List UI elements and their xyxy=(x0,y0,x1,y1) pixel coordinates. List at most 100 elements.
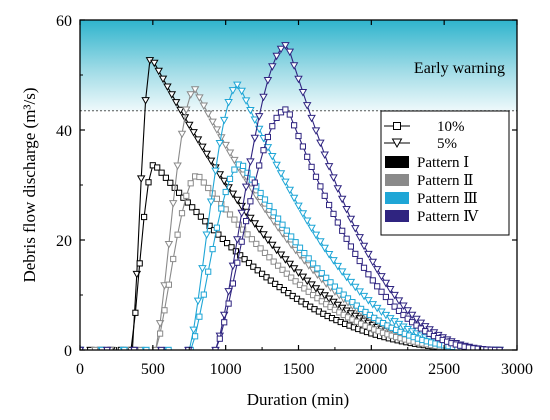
data-point xyxy=(157,330,164,337)
data-point xyxy=(190,86,200,94)
data-point xyxy=(145,179,152,186)
data-point xyxy=(318,270,325,277)
data-point xyxy=(198,265,207,273)
data-point xyxy=(197,213,205,220)
data-point xyxy=(225,300,232,307)
data-point xyxy=(202,218,209,225)
data-point xyxy=(292,239,299,246)
data-point xyxy=(231,216,238,223)
data-point xyxy=(173,162,182,171)
legend-item-pattern-3: Pattern Ⅲ xyxy=(385,191,478,207)
data-point xyxy=(136,260,143,267)
data-point xyxy=(241,97,251,105)
data-point xyxy=(295,132,302,140)
data-point xyxy=(212,126,222,134)
data-point xyxy=(234,259,241,266)
data-point xyxy=(245,259,253,267)
data-point xyxy=(215,171,225,179)
data-point xyxy=(226,211,234,218)
legend-item-pattern-2: Pattern Ⅱ xyxy=(385,173,473,189)
data-point xyxy=(326,201,333,209)
data-point xyxy=(171,99,181,107)
data-point xyxy=(276,45,286,54)
data-point xyxy=(196,173,203,181)
legend-label-5pct: 5% xyxy=(437,136,457,152)
data-point xyxy=(132,309,139,316)
data-point xyxy=(368,301,378,309)
legend-swatch-pattern-3 xyxy=(385,192,409,204)
data-point xyxy=(355,288,364,296)
data-point xyxy=(286,111,293,118)
data-point xyxy=(364,250,373,259)
data-point xyxy=(296,244,304,251)
data-point xyxy=(209,246,216,253)
data-point xyxy=(301,285,308,292)
data-point xyxy=(343,235,350,242)
data-point xyxy=(279,221,286,228)
data-point xyxy=(386,286,395,294)
data-point xyxy=(285,186,295,195)
data-point xyxy=(310,292,317,299)
x-tick-label: 2000 xyxy=(355,361,387,378)
data-point xyxy=(193,297,203,306)
data-point xyxy=(250,263,257,270)
data-point xyxy=(229,280,237,287)
legend-label-pattern-4: Pattern Ⅳ xyxy=(417,209,479,225)
data-point xyxy=(183,192,190,199)
data-point xyxy=(211,167,220,176)
data-point xyxy=(226,175,234,183)
legend-swatch-pattern-1 xyxy=(385,156,409,168)
data-point xyxy=(302,102,312,110)
data-point xyxy=(346,215,356,224)
x-tick-label: 0 xyxy=(76,361,84,378)
data-point xyxy=(329,174,338,182)
data-point xyxy=(327,279,334,286)
data-point xyxy=(263,274,270,281)
data-point xyxy=(189,326,198,335)
data-point xyxy=(352,250,359,258)
data-point xyxy=(150,59,159,68)
data-point xyxy=(251,179,258,186)
data-point xyxy=(241,183,251,192)
legend-swatch-pattern-4 xyxy=(385,210,409,222)
data-point xyxy=(377,273,386,281)
data-point xyxy=(276,170,286,178)
x-tick-label: 2500 xyxy=(428,361,460,378)
data-point xyxy=(337,195,347,204)
data-point xyxy=(382,293,389,301)
axis-ticks: 0 500 1000 1500 2000 2500 3000 0 20 40 60 xyxy=(56,13,533,378)
x-tick-label: 1000 xyxy=(210,361,242,378)
data-point xyxy=(270,209,277,216)
data-point xyxy=(228,190,238,199)
data-point xyxy=(261,196,269,203)
data-point xyxy=(316,238,325,246)
data-point xyxy=(250,134,260,143)
data-point xyxy=(154,164,161,171)
data-point xyxy=(302,277,312,286)
data-point xyxy=(215,140,225,148)
data-point xyxy=(261,249,269,257)
data-point xyxy=(176,189,183,196)
data-point xyxy=(294,269,303,277)
data-point xyxy=(222,188,229,196)
x-tick-label: 1500 xyxy=(283,361,315,378)
data-point xyxy=(275,262,282,269)
data-point xyxy=(311,127,321,135)
early-warning-label: Early warning xyxy=(414,60,505,77)
data-point xyxy=(394,297,404,305)
data-point xyxy=(268,241,277,250)
data-point xyxy=(206,157,216,166)
data-point xyxy=(351,225,360,233)
data-point xyxy=(225,149,235,158)
data-point xyxy=(336,287,343,294)
data-point xyxy=(228,87,238,95)
data-point xyxy=(205,268,212,275)
y-axis-title: Debris flow discharge (m³/s) xyxy=(20,87,39,282)
data-point xyxy=(358,305,365,312)
data-point xyxy=(200,291,207,298)
data-point xyxy=(170,255,177,263)
data-point xyxy=(329,257,338,265)
legend-label-10pct: 10% xyxy=(437,119,465,135)
data-point xyxy=(206,222,213,229)
